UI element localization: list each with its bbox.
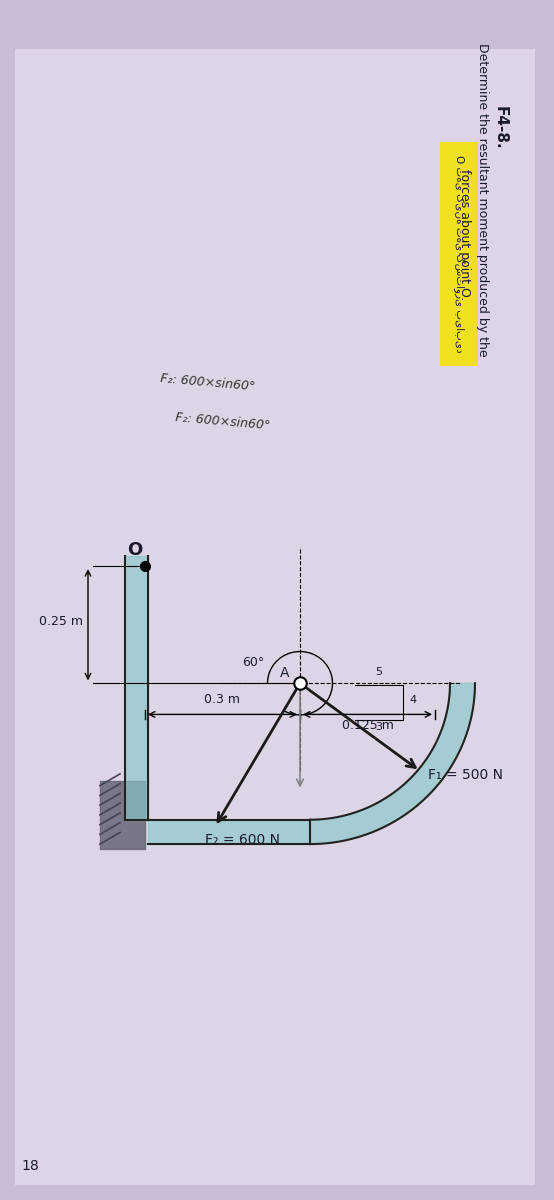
Text: 4: 4 [409,695,416,704]
Text: F₂ = 600 N: F₂ = 600 N [205,833,280,847]
Polygon shape [125,557,148,820]
Polygon shape [148,820,310,844]
Text: forces about point O.: forces about point O. [458,169,470,300]
Text: 0.3 m: 0.3 m [204,692,240,706]
Polygon shape [100,781,145,848]
Text: O: O [127,540,142,558]
Text: F₂: 600×sin60°: F₂: 600×sin60° [175,412,271,433]
Polygon shape [310,683,475,844]
Text: A: A [280,666,290,680]
Text: 5: 5 [376,667,382,678]
Bar [440,142,478,366]
Text: Determine the resultant moment produced by the: Determine the resultant moment produced … [475,35,489,356]
Text: 3: 3 [376,722,382,732]
Text: F4-8.: F4-8. [493,106,507,149]
Text: 0.125 m: 0.125 m [342,719,394,732]
Text: 18: 18 [21,1159,39,1172]
Text: F₁ = 500 N: F₁ = 500 N [428,768,503,781]
Text: F₂: 600×sin60°: F₂: 600×sin60° [160,372,256,394]
Text: 0.25 m: 0.25 m [39,614,83,628]
Text: O تهی کینه تهی گشتاوری بیابید: O تهی کینه تهی گشتاوری بیابید [453,155,465,353]
Text: 60°: 60° [242,655,264,668]
